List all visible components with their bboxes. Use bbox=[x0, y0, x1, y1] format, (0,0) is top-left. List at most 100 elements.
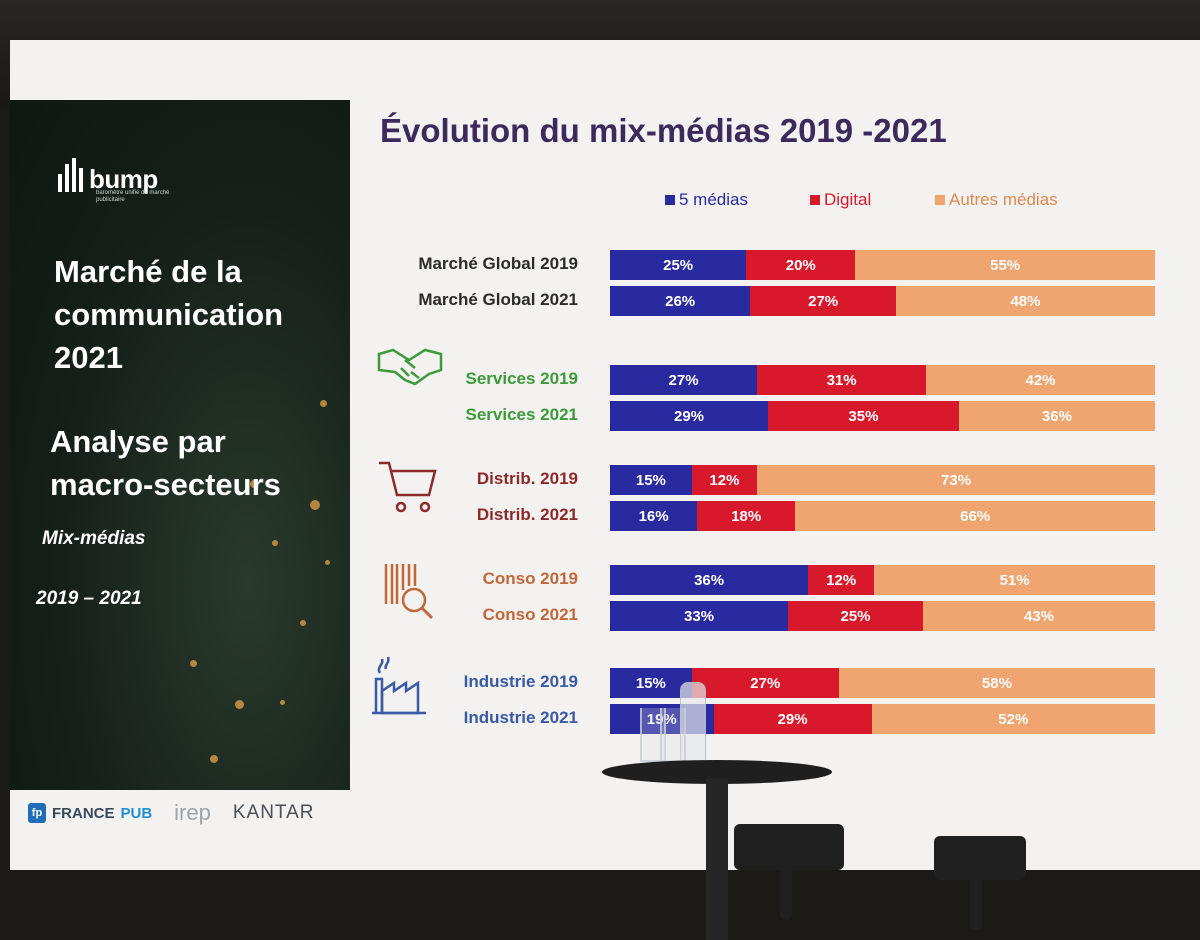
data-label: 73% bbox=[941, 471, 972, 489]
bar-segment-digital: 25% bbox=[788, 601, 923, 631]
data-label: 43% bbox=[1023, 607, 1054, 625]
bokeh-light bbox=[210, 755, 218, 763]
stacked-bar: 33% 25% 43% bbox=[610, 601, 1155, 631]
row-label: Services 2019 bbox=[465, 369, 579, 388]
data-label: 35% bbox=[848, 407, 879, 425]
row-label: Marché Global 2019 bbox=[418, 254, 578, 273]
bar-segment-5-m-dias: 33% bbox=[610, 601, 789, 631]
stacked-bar: 27% 31% 42% bbox=[610, 365, 1155, 395]
handshake-icon bbox=[377, 348, 443, 386]
data-label: 26% bbox=[665, 292, 696, 310]
data-label: 15% bbox=[635, 471, 666, 489]
stool-leg bbox=[780, 860, 792, 920]
bar-segment-autres-m-dias: 66% bbox=[795, 501, 1155, 531]
legend-swatch bbox=[810, 195, 820, 205]
stool-seat bbox=[934, 836, 1026, 880]
bar-segment-digital: 35% bbox=[768, 401, 959, 431]
bar-segment-digital: 20% bbox=[746, 250, 856, 280]
bar-segment-5-m-dias: 15% bbox=[610, 465, 692, 495]
bokeh-light bbox=[250, 480, 258, 488]
data-label: 12% bbox=[709, 471, 740, 489]
legend-swatch bbox=[665, 195, 675, 205]
bar-segment-autres-m-dias: 73% bbox=[757, 465, 1155, 495]
bokeh-light bbox=[190, 660, 197, 667]
data-label: 27% bbox=[808, 292, 839, 310]
irep-logo: irep bbox=[174, 800, 211, 825]
stacked-bar: 15% 12% 73% bbox=[610, 465, 1155, 495]
data-label: 12% bbox=[826, 571, 857, 589]
stacked-bar: 36% 12% 51% bbox=[610, 565, 1155, 595]
data-label: 36% bbox=[694, 571, 725, 589]
data-label: 52% bbox=[998, 710, 1029, 728]
bokeh-light bbox=[310, 500, 320, 510]
stool-leg bbox=[970, 876, 982, 930]
bar-segment-digital: 27% bbox=[691, 668, 839, 698]
bar-segment-digital: 31% bbox=[757, 365, 927, 395]
bar-segment-autres-m-dias: 36% bbox=[958, 401, 1155, 431]
chart-title: Évolution du mix-médias 2019 -2021 bbox=[380, 112, 947, 149]
bar-segment-autres-m-dias: 58% bbox=[838, 668, 1155, 698]
legend-item-digital: Digital bbox=[810, 190, 871, 210]
data-label: 18% bbox=[731, 507, 762, 525]
logo-text: bump bbox=[89, 164, 158, 194]
water-glass bbox=[660, 708, 686, 762]
panel-title: Marché de la communication 2021 bbox=[54, 254, 284, 375]
data-label: 29% bbox=[777, 710, 808, 728]
data-label: 66% bbox=[960, 507, 991, 525]
row-label: Services 2021 bbox=[465, 405, 579, 424]
france-pub-badge-icon: fp bbox=[28, 803, 46, 823]
stacked-bar: 25% 20% 55% bbox=[610, 250, 1155, 280]
bump-logo: bump bbox=[58, 158, 158, 192]
panel-subtitle: Analyse par macro-secteurs bbox=[50, 424, 281, 502]
data-label: 42% bbox=[1025, 371, 1056, 389]
row-label: Conso 2019 bbox=[482, 569, 578, 588]
bar-segment-5-m-dias: 26% bbox=[610, 286, 751, 316]
legend-item-autres-medias: Autres médias bbox=[935, 190, 1058, 210]
bar-segment-5-m-dias: 25% bbox=[610, 250, 747, 280]
bar-segment-autres-m-dias: 51% bbox=[874, 565, 1155, 595]
bar-segment-autres-m-dias: 55% bbox=[855, 250, 1155, 280]
row-label: Conso 2021 bbox=[482, 605, 578, 624]
row-label: Marché Global 2021 bbox=[418, 290, 578, 309]
bar-segment-autres-m-dias: 43% bbox=[922, 601, 1155, 631]
data-label: 25% bbox=[663, 256, 694, 274]
stacked-bar: 16% 18% 66% bbox=[610, 501, 1155, 531]
bokeh-light bbox=[320, 400, 327, 407]
bar-segment-digital: 27% bbox=[750, 286, 896, 316]
bokeh-light bbox=[272, 540, 278, 546]
bar-segment-5-m-dias: 16% bbox=[610, 501, 698, 531]
bar-segment-autres-m-dias: 52% bbox=[871, 704, 1155, 734]
data-label: 36% bbox=[1041, 407, 1072, 425]
kantar-logo: KANTAR bbox=[232, 802, 315, 823]
bar-segment-5-m-dias: 36% bbox=[610, 565, 809, 595]
legend-label: Autres médias bbox=[949, 190, 1058, 209]
legend-swatch bbox=[935, 195, 945, 205]
bar-segment-digital: 29% bbox=[713, 704, 872, 734]
bokeh-light bbox=[235, 700, 244, 709]
france-pub-text-pub: PUB bbox=[120, 804, 153, 822]
stacked-bar: 26% 27% 48% bbox=[610, 286, 1155, 316]
data-label: 31% bbox=[826, 371, 857, 389]
legend-label: 5 médias bbox=[679, 190, 748, 209]
partner-logos: fp FRANCE PUB irep KANTAR bbox=[28, 800, 315, 826]
row-label: Distrib. 2019 bbox=[476, 469, 578, 488]
logo-bars-icon bbox=[58, 158, 83, 192]
mix-medias-label: Mix-médias bbox=[42, 528, 146, 549]
stacked-bar: 29% 35% 36% bbox=[610, 401, 1155, 431]
stage-table-stem bbox=[706, 778, 728, 940]
bar-segment-5-m-dias: 27% bbox=[610, 365, 758, 395]
bar-segment-autres-m-dias: 48% bbox=[895, 286, 1155, 316]
data-label: 20% bbox=[785, 256, 816, 274]
row-label: Industrie 2021 bbox=[463, 708, 578, 727]
barcode-magnifier-icon bbox=[384, 564, 434, 620]
shopping-cart-icon bbox=[379, 461, 437, 513]
data-label: 58% bbox=[981, 674, 1012, 692]
bokeh-light bbox=[300, 620, 306, 626]
data-label: 16% bbox=[638, 507, 669, 525]
bokeh-light bbox=[325, 560, 330, 565]
stacked-bar: 15% 27% 58% bbox=[610, 668, 1155, 698]
data-label: 27% bbox=[750, 674, 781, 692]
factory-icon bbox=[372, 656, 426, 715]
presentation-slide: bump baromètre unifié du marché publicit… bbox=[10, 40, 1200, 940]
data-label: 33% bbox=[684, 607, 715, 625]
